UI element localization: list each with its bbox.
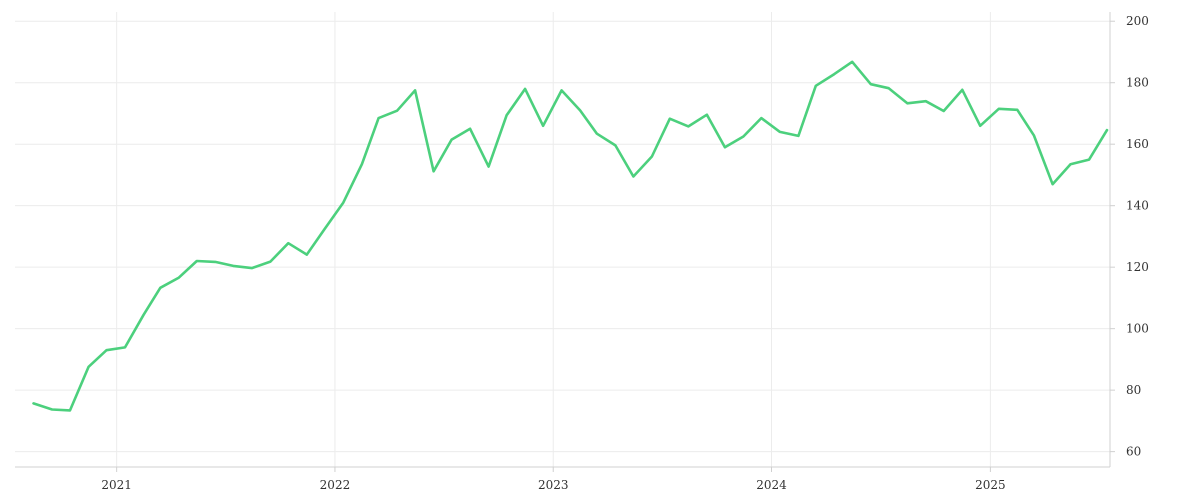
y-tick-label: 160	[1126, 137, 1149, 151]
series-line	[32, 60, 1109, 412]
y-tick-label: 100	[1126, 322, 1149, 336]
tick-labels: 60 80 100 120 140 160 180 200 2021 2022 2023 2024 20…	[101, 14, 1149, 492]
series-layer	[32, 60, 1109, 412]
x-tick-label: 2021	[101, 478, 132, 492]
y-tick-label: 80	[1126, 383, 1141, 397]
grid-lines	[15, 12, 1110, 467]
y-tick-label: 200	[1126, 14, 1149, 28]
y-tick-label: 140	[1126, 199, 1149, 213]
axes	[15, 12, 1115, 472]
x-tick-label: 2022	[320, 478, 351, 492]
y-tick-label: 60	[1126, 445, 1141, 459]
y-tick-label: 120	[1126, 260, 1149, 274]
x-tick-label: 2025	[975, 478, 1006, 492]
x-tick-label: 2024	[756, 478, 787, 492]
y-tick-label: 180	[1126, 76, 1149, 90]
x-tick-label: 2023	[538, 478, 569, 492]
